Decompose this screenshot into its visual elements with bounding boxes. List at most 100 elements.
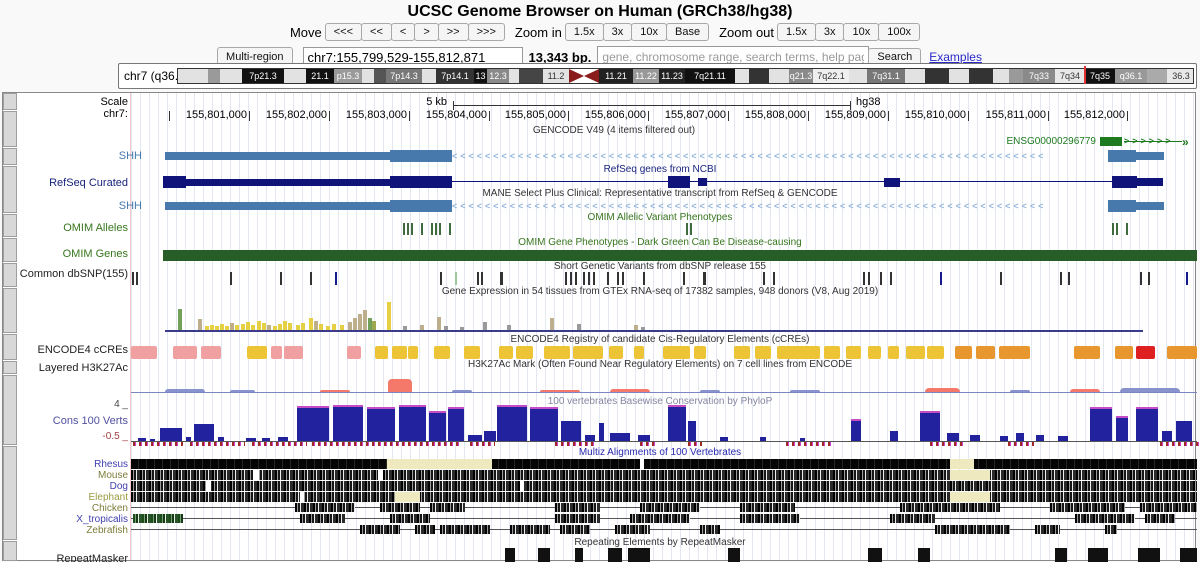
- ccre-block[interactable]: [777, 346, 820, 359]
- alignment-row-chicken[interactable]: [555, 503, 600, 512]
- repeat-bar[interactable]: [918, 548, 930, 562]
- repeat-bar[interactable]: [1055, 548, 1067, 562]
- refseq-shh-exon[interactable]: [1112, 176, 1137, 188]
- genome-tracks-image[interactable]: Scale chr7: RefSeq Curated OMIM Alleles OMIM…: [0, 92, 1200, 562]
- zoom-out-100x-button[interactable]: 100x: [878, 23, 921, 41]
- track-control-button[interactable]: [3, 238, 17, 262]
- ccre-block[interactable]: [927, 346, 944, 359]
- track-control-button[interactable]: [3, 214, 17, 237]
- mane-shh-exon[interactable]: [165, 202, 390, 210]
- refseq-shh-exon[interactable]: [884, 177, 900, 187]
- ccre-block[interactable]: [694, 346, 706, 359]
- gtex-expression-bar[interactable]: [444, 326, 448, 330]
- track-center-label[interactable]: OMIM Gene Phenotypes - Dark Green Can Be…: [518, 237, 802, 248]
- gencode-shh-exon[interactable]: [1136, 152, 1164, 160]
- gene-name-label[interactable]: SHH: [118, 150, 142, 162]
- alignment-row-x_tropicalis[interactable]: [1075, 514, 1135, 523]
- gtex-expression-bar[interactable]: [372, 321, 376, 330]
- gtex-expression-bar[interactable]: [262, 323, 266, 330]
- repeat-bar[interactable]: [575, 548, 583, 562]
- track-control-button[interactable]: [3, 288, 17, 333]
- refseq-shh-exon[interactable]: [1137, 178, 1163, 186]
- ccre-block[interactable]: [408, 346, 418, 359]
- move-far-left-button[interactable]: <<<: [324, 23, 363, 41]
- refseq-shh-exon[interactable]: [668, 176, 690, 188]
- dbsnp-tick[interactable]: [940, 272, 942, 285]
- gtex-expression-bar[interactable]: [301, 323, 305, 330]
- chromosome-ideogram[interactable]: chr7 (q36.3) 7p21.3 21.1 p15.3 7p14.3 7p14.1…: [118, 63, 1197, 89]
- dbsnp-tick[interactable]: [440, 272, 442, 285]
- alignment-row-elephant[interactable]: [131, 492, 1197, 502]
- dbsnp-tick[interactable]: [703, 272, 706, 285]
- track-left-label[interactable]: Common dbSNP(155): [19, 268, 128, 280]
- track-left-label[interactable]: Elephant: [88, 492, 128, 503]
- move-right-small-button[interactable]: >: [414, 23, 439, 41]
- alignment-row-chicken[interactable]: [380, 503, 420, 512]
- repeat-bar[interactable]: [1180, 548, 1197, 562]
- gtex-expression-bar[interactable]: [368, 318, 372, 330]
- mane-shh-exon[interactable]: [390, 200, 452, 212]
- examples-link[interactable]: Examples: [929, 50, 982, 64]
- track-left-label[interactable]: chr7:: [103, 108, 128, 120]
- gtex-expression-bar[interactable]: [235, 325, 239, 330]
- move-right-button[interactable]: >>: [437, 23, 469, 41]
- track-center-label[interactable]: Multiz Alignments of 100 Vertebrates: [578, 447, 742, 458]
- zoom-in-3x-button[interactable]: 3x: [602, 23, 633, 41]
- dbsnp-tick[interactable]: [310, 272, 312, 285]
- gtex-expression-bar[interactable]: [437, 317, 441, 330]
- ccre-block[interactable]: [284, 346, 303, 359]
- alignment-row-x_tropicalis[interactable]: [630, 514, 690, 523]
- dbsnp-tick[interactable]: [863, 272, 865, 285]
- gtex-expression-bar[interactable]: [353, 318, 357, 330]
- repeat-bar[interactable]: [1088, 548, 1108, 562]
- dbsnp-tick[interactable]: [230, 272, 232, 285]
- track-left-label[interactable]: Chicken: [91, 503, 128, 514]
- ccre-block[interactable]: [544, 346, 570, 359]
- track-center-label[interactable]: ENCODE4 Registry of candidate Cis-Regula…: [510, 334, 810, 345]
- track-left-label[interactable]: RefSeq Curated: [49, 177, 128, 189]
- refseq-shh-exon[interactable]: [390, 176, 452, 188]
- omim-variant-tick[interactable]: [1126, 223, 1128, 235]
- ccre-block[interactable]: [868, 346, 881, 359]
- track-center-label[interactable]: Short Genetic Variants from dbSNP releas…: [554, 261, 766, 272]
- gtex-expression-bar[interactable]: [225, 326, 229, 330]
- dbsnp-tick[interactable]: [455, 272, 457, 285]
- ccre-block[interactable]: [955, 346, 972, 359]
- refseq-shh-exon[interactable]: [186, 178, 390, 186]
- alignment-row-x_tropicalis[interactable]: [133, 514, 183, 523]
- alignment-row-x_tropicalis[interactable]: [300, 514, 345, 523]
- gtex-expression-bar[interactable]: [641, 327, 645, 330]
- omim-variant-tick[interactable]: [1112, 223, 1114, 235]
- gtex-expression-bar[interactable]: [550, 318, 554, 330]
- dbsnp-tick[interactable]: [1186, 272, 1188, 285]
- track-center-label[interactable]: MANE Select Plus Clinical: Representativ…: [482, 188, 838, 199]
- alignment-row-x_tropicalis[interactable]: [740, 514, 800, 523]
- track-left-label[interactable]: Layered H3K27Ac: [38, 362, 128, 374]
- repeat-bar[interactable]: [505, 548, 515, 562]
- repeat-bar[interactable]: [1138, 548, 1160, 562]
- omim-variant-tick[interactable]: [449, 223, 451, 235]
- ccre-block[interactable]: [131, 346, 157, 359]
- gtex-expression-bar[interactable]: [314, 321, 318, 330]
- dbsnp-tick[interactable]: [500, 272, 503, 285]
- gtex-expression-bar[interactable]: [205, 326, 209, 330]
- gtex-expression-bar[interactable]: [340, 325, 344, 330]
- gtex-expression-bar[interactable]: [577, 324, 581, 330]
- alignment-row-x_tropicalis[interactable]: [1145, 514, 1175, 523]
- dbsnp-tick[interactable]: [607, 272, 609, 285]
- omim-variant-tick[interactable]: [407, 223, 409, 235]
- ccre-block[interactable]: [464, 346, 480, 359]
- dbsnp-tick[interactable]: [593, 272, 595, 285]
- alignment-row-zebrafish[interactable]: [935, 525, 1010, 534]
- dbsnp-tick[interactable]: [773, 272, 775, 285]
- alignment-row-zebrafish[interactable]: [510, 525, 550, 534]
- alignment-row-dog[interactable]: [131, 481, 1197, 491]
- dbsnp-tick[interactable]: [477, 272, 479, 285]
- track-left-label[interactable]: OMIM Alleles: [63, 222, 128, 234]
- alignment-row-chicken[interactable]: [1140, 503, 1197, 512]
- alignment-row-chicken[interactable]: [640, 503, 700, 512]
- ccre-block[interactable]: [906, 346, 925, 359]
- ccre-block[interactable]: [663, 346, 690, 359]
- gtex-expression-bar[interactable]: [215, 326, 219, 330]
- ccre-block[interactable]: [755, 346, 771, 359]
